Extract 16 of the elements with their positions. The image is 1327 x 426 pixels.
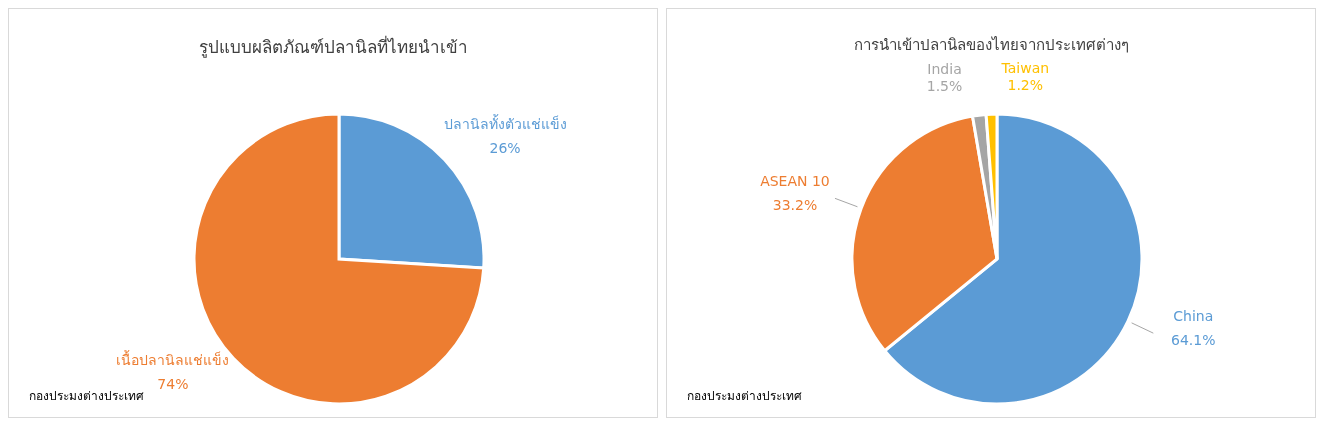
text: กองประมงต่างประเทศ (687, 388, 802, 405)
slice-label: เนื้อปลานิลแช่แข็ง (116, 350, 230, 369)
data-label: 1.2% (1007, 77, 1044, 94)
data-label: 1.5% (926, 78, 963, 95)
slice-label: India (927, 61, 962, 78)
chart-title: การนำเข้าปลานิลของไทยจากประเทศต่างๆ (852, 35, 1130, 56)
data-label: 26% (489, 139, 521, 156)
chart-title: รูปแบบผลิตภัณฑ์ปลานิลที่ไทยนำเข้า (197, 34, 469, 60)
slice-label: China (1173, 308, 1214, 325)
slice-label: ปลานิลทั้งตัวแช่แข็ง (443, 113, 567, 132)
slice-label: ASEAN 10 (760, 173, 830, 190)
slice-label: Taiwan (1000, 60, 1050, 77)
data-label: 74% (157, 376, 189, 393)
data-label: 33.2% (772, 197, 818, 214)
data-label: 64.1% (1171, 332, 1216, 349)
text: กองประมงต่างประเทศ (29, 388, 144, 405)
